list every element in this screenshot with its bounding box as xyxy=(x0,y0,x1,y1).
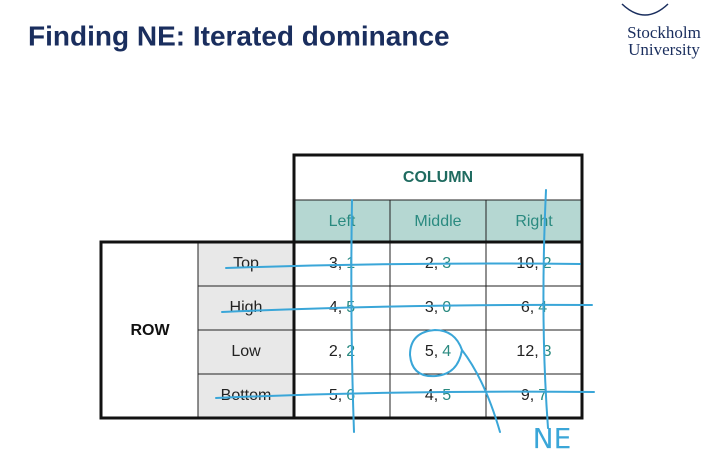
payoff-cell: 2, 2 xyxy=(329,343,355,360)
strike xyxy=(221,303,593,313)
row-payoff: 5, xyxy=(425,343,438,360)
column-payoff: 2 xyxy=(346,343,355,360)
row-label: Top xyxy=(233,255,259,272)
column-payoff: 5 xyxy=(442,387,451,404)
strike xyxy=(225,262,581,269)
logo: Stockholm University xyxy=(621,3,701,59)
annotation: NE xyxy=(533,422,572,455)
column-label: Left xyxy=(329,213,356,230)
column-payoff: 0 xyxy=(442,299,451,316)
handwriting: NE xyxy=(215,189,595,455)
column-header-band xyxy=(294,200,582,242)
row-payoff: 3, xyxy=(425,299,438,316)
circle xyxy=(408,328,501,433)
slide-title: Finding NE: Iterated dominance xyxy=(28,20,450,51)
strike xyxy=(542,189,549,429)
payoff-cell: 5, 6 xyxy=(329,387,355,404)
payoff-cell: 4, 5 xyxy=(425,387,451,404)
logo-text: University xyxy=(628,40,700,59)
row-payoff: 9, xyxy=(521,387,534,404)
column-payoff: 6 xyxy=(346,387,355,404)
column-label: Middle xyxy=(414,213,461,230)
column-payoff: 7 xyxy=(538,387,547,404)
row-payoff: 5, xyxy=(329,387,342,404)
row-payoff: 4, xyxy=(425,387,438,404)
strike xyxy=(350,199,355,433)
column-payoff: 4 xyxy=(442,343,451,360)
row-payoff: 6, xyxy=(521,299,534,316)
row-label: Low xyxy=(231,343,261,360)
logo-seal xyxy=(621,3,669,16)
payoff-cell: 12, 3 xyxy=(516,343,551,360)
strike xyxy=(215,390,595,399)
row-label: Bottom xyxy=(221,387,272,404)
row-player: ROW xyxy=(130,322,170,339)
payoff-cell: 5, 4 xyxy=(425,343,451,360)
row-payoff: 3, xyxy=(329,255,342,272)
payoff-cell: 9, 7 xyxy=(521,387,547,404)
row-label: High xyxy=(230,299,263,316)
row-payoff: 12, xyxy=(516,343,538,360)
logo-text: Stockholm xyxy=(627,23,701,42)
column-player: COLUMN xyxy=(403,169,473,186)
row-payoff: 2, xyxy=(329,343,342,360)
payoff-cell: 3, 0 xyxy=(425,299,451,316)
column-label: Right xyxy=(515,213,553,230)
column-payoff: 3 xyxy=(543,343,552,360)
